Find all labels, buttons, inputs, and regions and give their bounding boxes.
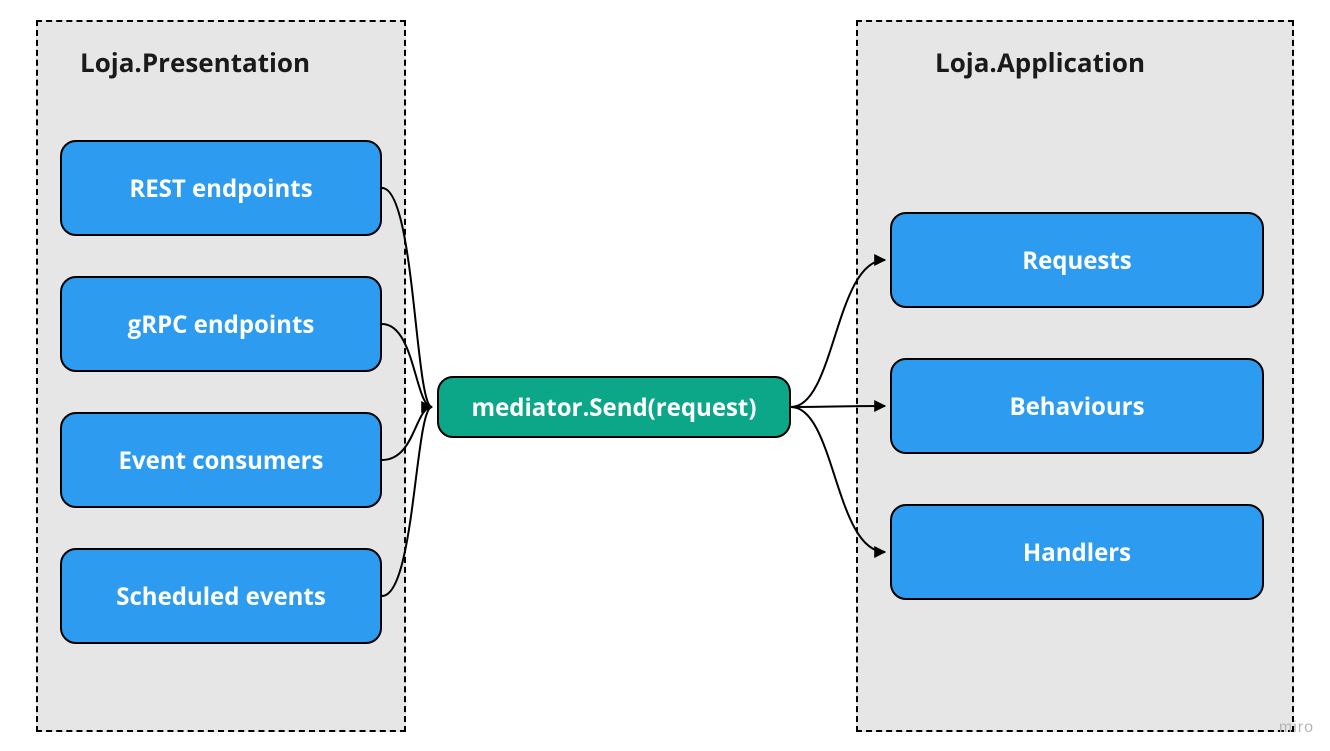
mediator-label: mediator.Send(request) [472,391,757,424]
behaviours-node: Behaviours [890,358,1264,454]
mediator-node: mediator.Send(request) [437,376,791,438]
handlers-label: Handlers [1023,536,1131,569]
scheduled-events-label: Scheduled events [116,580,326,613]
presentation-title: Loja.Presentation [80,44,310,80]
requests-node: Requests [890,212,1264,308]
behaviours-label: Behaviours [1009,390,1144,423]
scheduled-events-node: Scheduled events [60,548,382,644]
event-consumers-label: Event consumers [119,444,324,477]
grpc-endpoints-node: gRPC endpoints [60,276,382,372]
grpc-endpoints-label: gRPC endpoints [128,308,315,341]
rest-endpoints-label: REST endpoints [129,172,312,205]
miro-watermark: miro [1279,719,1314,737]
requests-label: Requests [1022,244,1131,277]
handlers-node: Handlers [890,504,1264,600]
application-title: Loja.Application [935,44,1145,80]
rest-endpoints-node: REST endpoints [60,140,382,236]
event-consumers-node: Event consumers [60,412,382,508]
